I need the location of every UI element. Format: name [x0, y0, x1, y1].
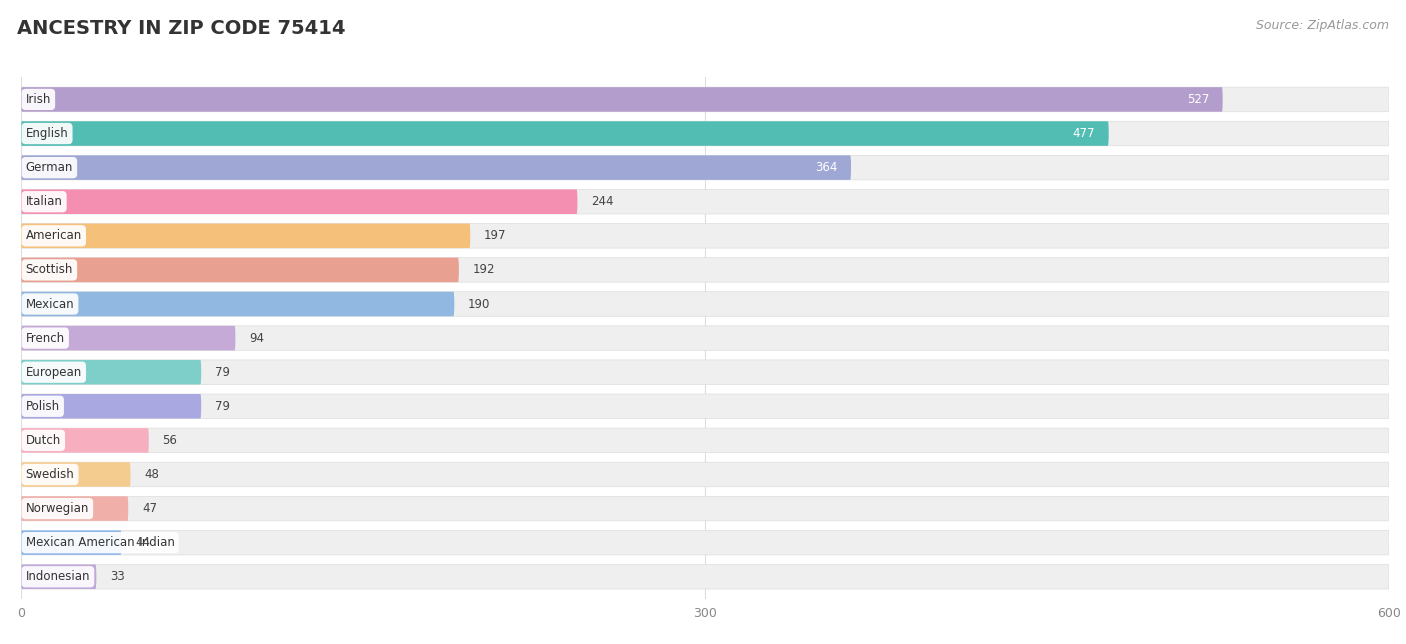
Text: European: European — [25, 366, 82, 379]
Text: Polish: Polish — [25, 400, 60, 413]
Text: Swedish: Swedish — [25, 468, 75, 481]
FancyBboxPatch shape — [21, 155, 1389, 180]
Text: Mexican: Mexican — [25, 298, 75, 310]
FancyBboxPatch shape — [21, 462, 1389, 487]
FancyBboxPatch shape — [21, 189, 1389, 214]
Text: Indonesian: Indonesian — [25, 570, 90, 583]
FancyBboxPatch shape — [21, 121, 1109, 146]
Text: Norwegian: Norwegian — [25, 502, 89, 515]
Text: 56: 56 — [163, 434, 177, 447]
FancyBboxPatch shape — [21, 565, 97, 589]
FancyBboxPatch shape — [21, 189, 578, 214]
FancyBboxPatch shape — [21, 360, 201, 384]
Text: 190: 190 — [468, 298, 491, 310]
FancyBboxPatch shape — [21, 360, 1389, 384]
FancyBboxPatch shape — [21, 87, 1389, 111]
FancyBboxPatch shape — [21, 292, 1389, 316]
Text: 48: 48 — [145, 468, 159, 481]
FancyBboxPatch shape — [21, 87, 1223, 111]
Text: French: French — [25, 332, 65, 345]
FancyBboxPatch shape — [21, 326, 1389, 350]
Text: 94: 94 — [249, 332, 264, 345]
Text: 197: 197 — [484, 229, 506, 242]
FancyBboxPatch shape — [21, 497, 1389, 521]
FancyBboxPatch shape — [21, 531, 1389, 555]
FancyBboxPatch shape — [21, 428, 1389, 453]
Text: ANCESTRY IN ZIP CODE 75414: ANCESTRY IN ZIP CODE 75414 — [17, 19, 346, 39]
Text: 244: 244 — [591, 195, 613, 208]
Text: Irish: Irish — [25, 93, 51, 106]
FancyBboxPatch shape — [21, 531, 121, 555]
Text: Source: ZipAtlas.com: Source: ZipAtlas.com — [1256, 19, 1389, 32]
FancyBboxPatch shape — [21, 497, 128, 521]
FancyBboxPatch shape — [21, 428, 149, 453]
FancyBboxPatch shape — [21, 223, 1389, 248]
Text: German: German — [25, 161, 73, 174]
Text: Scottish: Scottish — [25, 263, 73, 276]
Text: 527: 527 — [1187, 93, 1209, 106]
Text: Dutch: Dutch — [25, 434, 60, 447]
Text: 364: 364 — [815, 161, 838, 174]
Text: Italian: Italian — [25, 195, 62, 208]
Text: 33: 33 — [110, 570, 125, 583]
Text: 192: 192 — [472, 263, 495, 276]
FancyBboxPatch shape — [21, 223, 470, 248]
FancyBboxPatch shape — [21, 326, 235, 350]
FancyBboxPatch shape — [21, 565, 1389, 589]
Text: 79: 79 — [215, 400, 231, 413]
FancyBboxPatch shape — [21, 292, 454, 316]
Text: 47: 47 — [142, 502, 157, 515]
Text: American: American — [25, 229, 82, 242]
FancyBboxPatch shape — [21, 155, 851, 180]
FancyBboxPatch shape — [21, 121, 1389, 146]
FancyBboxPatch shape — [21, 394, 1389, 419]
Text: 477: 477 — [1073, 127, 1095, 140]
Text: English: English — [25, 127, 69, 140]
FancyBboxPatch shape — [21, 462, 131, 487]
FancyBboxPatch shape — [21, 258, 1389, 282]
Text: 79: 79 — [215, 366, 231, 379]
FancyBboxPatch shape — [21, 394, 201, 419]
FancyBboxPatch shape — [21, 258, 458, 282]
Text: 44: 44 — [135, 536, 150, 549]
Text: Mexican American Indian: Mexican American Indian — [25, 536, 174, 549]
